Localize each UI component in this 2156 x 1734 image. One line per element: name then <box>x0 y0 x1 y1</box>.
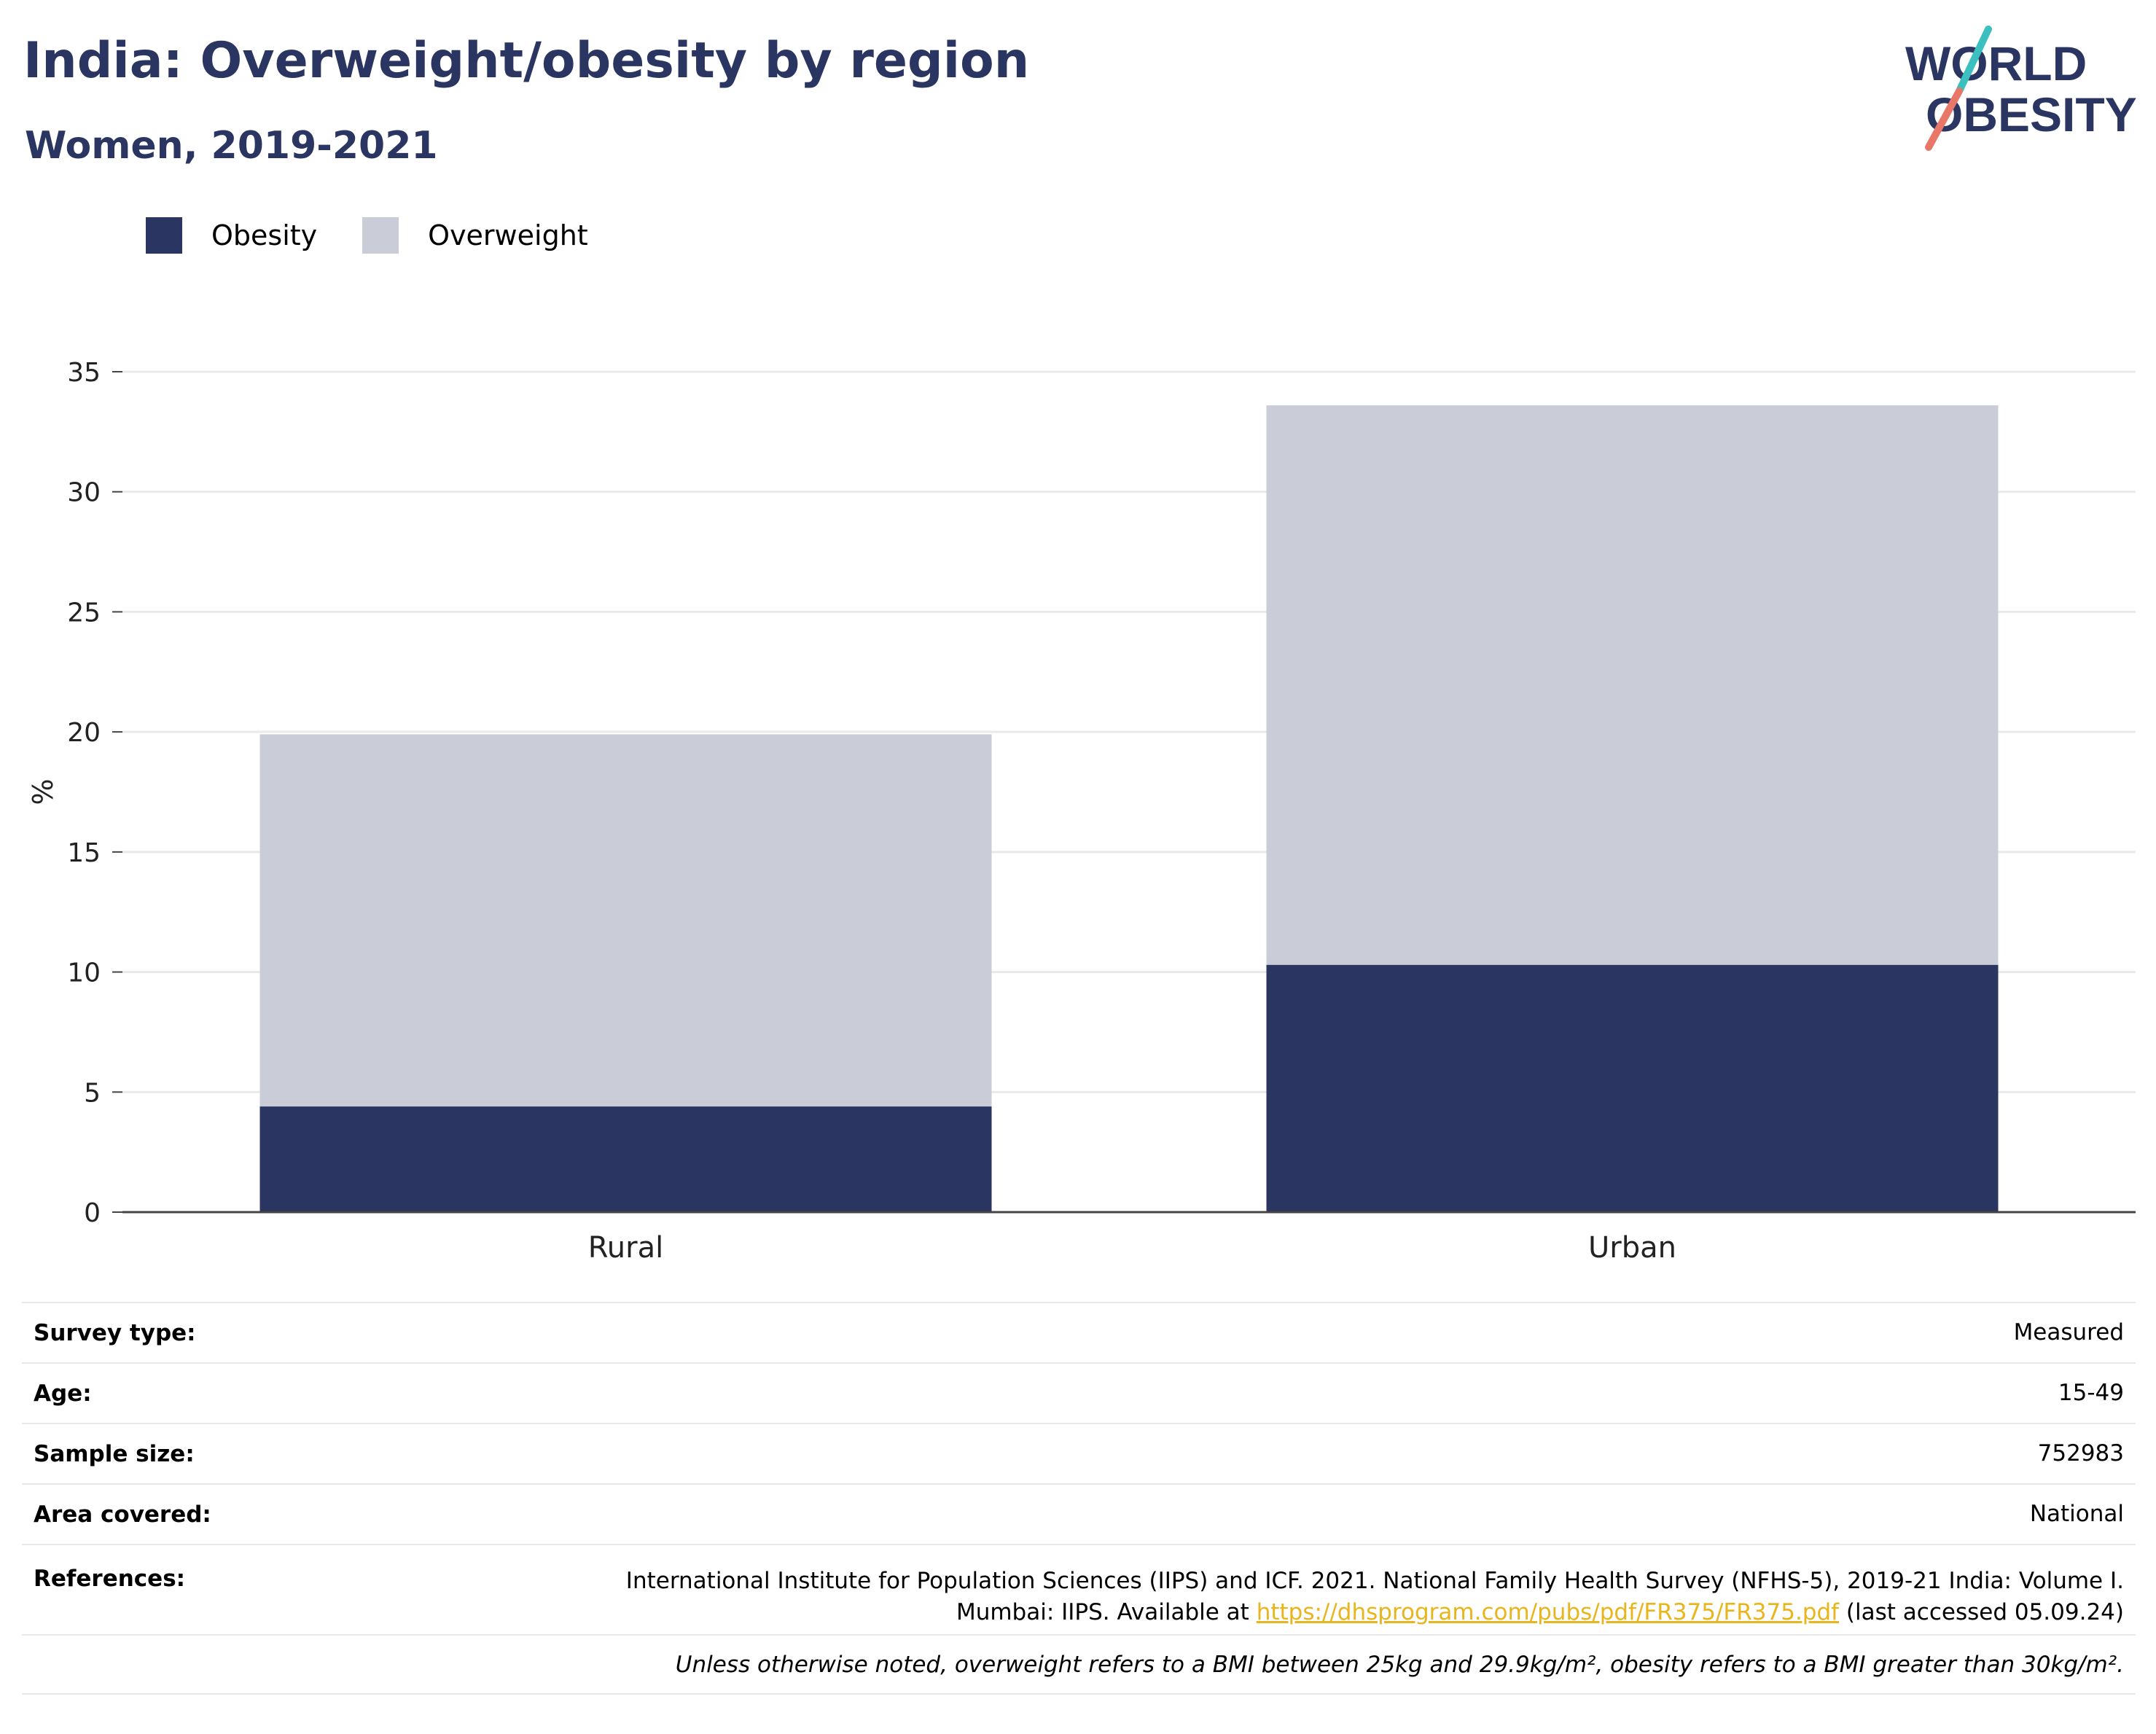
chart-legend: Obesity Overweight <box>146 217 633 254</box>
y-tick-label: 15 <box>67 838 101 868</box>
y-tick-label: 5 <box>84 1078 101 1108</box>
bar-overweight-rural <box>259 734 992 1107</box>
legend-item-overweight[interactable]: Overweight <box>362 217 588 254</box>
y-tick-label: 0 <box>84 1198 101 1228</box>
logo-text-world: WORLD <box>1905 36 2087 90</box>
logo-slash-coral <box>1925 87 1963 151</box>
x-tick-label: Urban <box>1588 1231 1676 1265</box>
meta-row-sample-size: Sample size: 752983 <box>22 1423 2136 1483</box>
legend-swatch-overweight <box>362 217 399 254</box>
legend-swatch-obesity <box>146 217 182 254</box>
references-pre: Mumbai: IIPS. Available at <box>956 1599 1257 1625</box>
references-line-1: International Institute for Population S… <box>625 1568 2124 1594</box>
y-tick-label: 10 <box>67 958 101 988</box>
references-text: International Institute for Population S… <box>626 1566 2124 1628</box>
y-tick-label: 30 <box>67 478 101 508</box>
legend-label-overweight: Overweight <box>428 219 588 251</box>
meta-value: 15-49 <box>2058 1380 2124 1406</box>
bmi-definition-note: Unless otherwise noted, overweight refer… <box>22 1634 2136 1695</box>
meta-label: Survey type: <box>34 1319 196 1346</box>
meta-row-area: Area covered: National <box>22 1483 2136 1544</box>
x-tick-label: Rural <box>588 1231 663 1265</box>
world-obesity-logo: WORLD OBESITY <box>1905 26 2137 151</box>
bar-obesity-rural <box>259 1106 992 1212</box>
meta-label: References: <box>34 1566 186 1592</box>
survey-metadata-table: Survey type: Measured Age: 15-49 Sample … <box>22 1302 2136 1695</box>
meta-row-references: References: International Institute for … <box>22 1544 2136 1634</box>
meta-row-age: Age: 15-49 <box>22 1362 2136 1423</box>
meta-row-survey-type: Survey type: Measured <box>22 1302 2136 1362</box>
meta-value: Measured <box>2013 1319 2124 1346</box>
references-post: (last accessed 05.09.24) <box>1839 1599 2124 1625</box>
y-tick-label: 20 <box>67 718 101 748</box>
meta-value: 752983 <box>2037 1440 2124 1467</box>
y-tick-label: 25 <box>67 598 101 628</box>
bar-obesity-urban <box>1266 964 1999 1212</box>
legend-label-obesity: Obesity <box>211 219 318 251</box>
legend-item-obesity[interactable]: Obesity <box>146 217 317 254</box>
chart-subtitle: Women, 2019-2021 <box>25 124 438 168</box>
meta-label: Age: <box>34 1380 92 1407</box>
meta-label: Sample size: <box>34 1440 195 1467</box>
meta-label: Area covered: <box>34 1501 211 1528</box>
stacked-bar-chart: 0 5 10 15 20 25 30 35% Rural Urban <box>27 358 2136 1265</box>
logo-text-obesity: OBESITY <box>1926 87 2137 141</box>
chart-title: India: Overweight/obesity by region <box>23 32 1030 90</box>
meta-value: National <box>2029 1501 2124 1527</box>
y-tick-label: 35 <box>67 358 101 388</box>
logo-slash-teal <box>1956 26 1992 95</box>
references-link[interactable]: https://dhsprogram.com/pubs/pdf/FR375/FR… <box>1256 1599 1840 1625</box>
y-axis-label: % <box>27 778 59 805</box>
bar-overweight-urban <box>1266 405 1999 965</box>
